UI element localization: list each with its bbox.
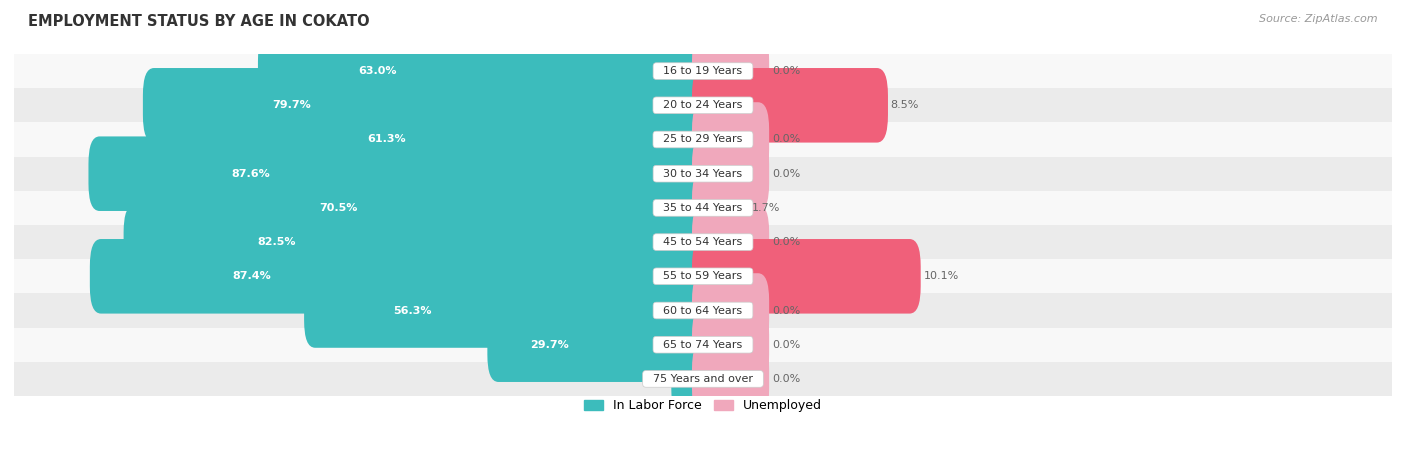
Text: 0.0%: 0.0% <box>772 374 800 384</box>
Text: 60 to 64 Years: 60 to 64 Years <box>657 306 749 315</box>
Bar <box>14 259 1392 293</box>
Text: 30 to 34 Years: 30 to 34 Years <box>657 169 749 179</box>
FancyBboxPatch shape <box>692 68 889 143</box>
FancyBboxPatch shape <box>270 102 714 177</box>
FancyBboxPatch shape <box>692 102 769 177</box>
FancyBboxPatch shape <box>124 205 714 279</box>
Text: 0.0%: 0.0% <box>772 169 800 179</box>
Bar <box>14 191 1392 225</box>
Text: 10.1%: 10.1% <box>924 271 959 281</box>
Text: 0.0%: 0.0% <box>772 66 800 76</box>
Bar <box>14 362 1392 396</box>
Text: 0.0%: 0.0% <box>772 340 800 350</box>
Bar <box>14 293 1392 328</box>
Text: 65 to 74 Years: 65 to 74 Years <box>657 340 749 350</box>
FancyBboxPatch shape <box>671 342 714 416</box>
Text: 0.0%: 0.0% <box>772 306 800 315</box>
Text: 0.0%: 0.0% <box>772 237 800 247</box>
FancyBboxPatch shape <box>488 307 714 382</box>
FancyBboxPatch shape <box>692 34 769 108</box>
FancyBboxPatch shape <box>90 239 714 314</box>
Text: 79.7%: 79.7% <box>271 100 311 110</box>
Text: 29.7%: 29.7% <box>530 340 569 350</box>
Text: 35 to 44 Years: 35 to 44 Years <box>657 203 749 213</box>
Text: 0.0%: 0.0% <box>772 135 800 144</box>
Text: 1.7%: 1.7% <box>752 203 780 213</box>
FancyBboxPatch shape <box>207 171 714 245</box>
Bar <box>14 122 1392 157</box>
FancyBboxPatch shape <box>692 307 769 382</box>
Text: 87.6%: 87.6% <box>231 169 270 179</box>
Bar <box>14 328 1392 362</box>
Text: 61.3%: 61.3% <box>367 135 405 144</box>
Legend: In Labor Force, Unemployed: In Labor Force, Unemployed <box>579 394 827 417</box>
Text: 87.4%: 87.4% <box>232 271 271 281</box>
Text: 63.0%: 63.0% <box>359 66 396 76</box>
Text: EMPLOYMENT STATUS BY AGE IN COKATO: EMPLOYMENT STATUS BY AGE IN COKATO <box>28 14 370 28</box>
Text: 55 to 59 Years: 55 to 59 Years <box>657 271 749 281</box>
Text: 56.3%: 56.3% <box>392 306 432 315</box>
Text: 45 to 54 Years: 45 to 54 Years <box>657 237 749 247</box>
FancyBboxPatch shape <box>257 34 714 108</box>
Text: 3.0%: 3.0% <box>647 374 675 384</box>
Text: Source: ZipAtlas.com: Source: ZipAtlas.com <box>1260 14 1378 23</box>
Text: 25 to 29 Years: 25 to 29 Years <box>657 135 749 144</box>
Text: 8.5%: 8.5% <box>891 100 920 110</box>
FancyBboxPatch shape <box>143 68 714 143</box>
FancyBboxPatch shape <box>692 205 769 279</box>
Text: 82.5%: 82.5% <box>257 237 297 247</box>
Text: 75 Years and over: 75 Years and over <box>645 374 761 384</box>
Text: 20 to 24 Years: 20 to 24 Years <box>657 100 749 110</box>
FancyBboxPatch shape <box>692 342 769 416</box>
Bar <box>14 54 1392 88</box>
FancyBboxPatch shape <box>692 273 769 348</box>
FancyBboxPatch shape <box>692 239 921 314</box>
Text: 70.5%: 70.5% <box>319 203 359 213</box>
FancyBboxPatch shape <box>692 171 749 245</box>
FancyBboxPatch shape <box>692 136 769 211</box>
Bar <box>14 225 1392 259</box>
Bar <box>14 88 1392 122</box>
FancyBboxPatch shape <box>304 273 714 348</box>
FancyBboxPatch shape <box>89 136 714 211</box>
Text: 16 to 19 Years: 16 to 19 Years <box>657 66 749 76</box>
Bar <box>14 157 1392 191</box>
